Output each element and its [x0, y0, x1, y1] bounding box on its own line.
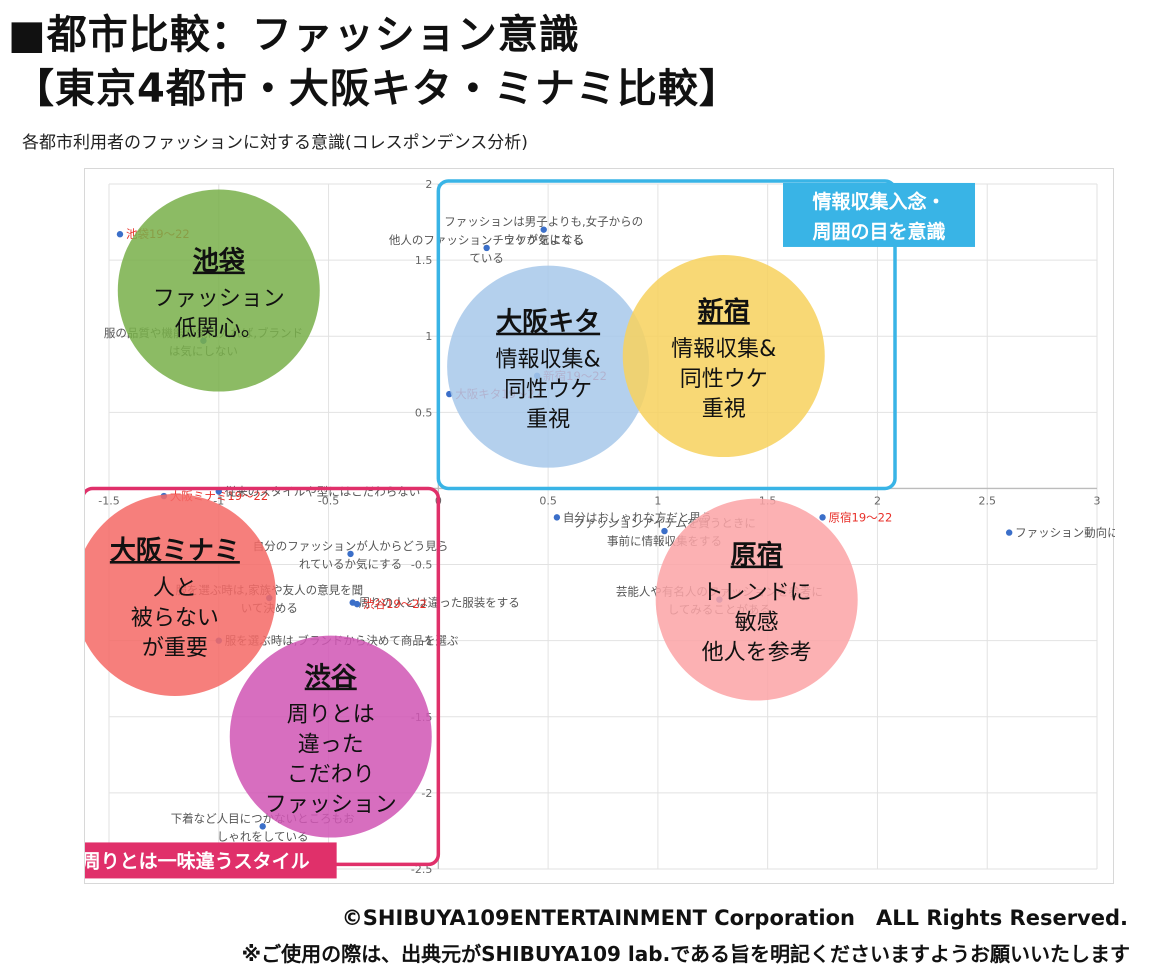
city-bubble [655, 498, 858, 701]
item-point-label: 他人のファッションチェックをよくし [389, 233, 585, 247]
region-tag [85, 842, 337, 879]
city-bubble-text: 違った [298, 733, 364, 758]
x-tick-label: 0.5 [539, 494, 557, 507]
page-title-line2: 【東京4都市・大阪キタ・ミナミ比較】 [14, 66, 740, 112]
city-bubble [229, 635, 432, 838]
chart-area: -1.5-1-0.500.511.522.5321.510.5-0.5-1-1.… [84, 168, 1115, 884]
item-point-label: 従来のスタイルや型にはこだわらない [225, 484, 421, 498]
x-tick-label: -1 [213, 494, 224, 507]
data-point [819, 514, 826, 521]
scatter-chart: -1.5-1-0.500.511.522.5321.510.5-0.5-1-1.… [85, 178, 1115, 879]
city-bubble-title: 原宿 [731, 540, 783, 571]
copyright-text: ©SHIBUYA109ENTERTAINMENT Corporation ALL… [341, 906, 1128, 930]
city-bubble-text: 低関心。 [175, 317, 263, 342]
y-tick-label: 1.5 [415, 254, 433, 267]
city-bubble-text: こだわり [287, 763, 375, 788]
city-bubble-title: 新宿 [698, 296, 750, 327]
data-point [661, 527, 668, 535]
y-tick-label: 2 [425, 178, 432, 191]
region-tag-label: 周囲の目を意識 [813, 220, 946, 243]
city-bubble-text: 被らない [131, 606, 219, 631]
city-bubble-text: 他人を参考 [702, 641, 812, 666]
region-box [436, 179, 897, 491]
item-point-label: ている [469, 251, 504, 265]
data-point [540, 226, 547, 233]
data-point [259, 823, 266, 830]
city-bubble [447, 265, 650, 468]
city-bubble [622, 255, 825, 458]
x-tick-label: 2 [874, 494, 881, 507]
y-tick-label: 1 [425, 330, 432, 343]
city-bubble-text: 重視 [526, 408, 570, 433]
x-tick-label: 3 [1094, 494, 1101, 507]
data-point [1005, 529, 1013, 536]
item-point-label: ウケが気になる [503, 233, 584, 247]
item-point-label: ファッションは男子よりも,女子からの [444, 215, 643, 229]
city-point-label: 原宿19～22 [829, 510, 893, 524]
y-tick-label: -1 [421, 635, 432, 648]
city-bubble-text: トレンドに [702, 581, 812, 606]
city-bubble [117, 189, 320, 392]
item-point-label: 自分のファッションが人からどう見ら [253, 539, 449, 553]
page-title: ■都市比較：ファッション意識 [8, 12, 580, 58]
chart-subtitle: 各都市利用者のファッションに対する意識(コレスポンデンス分析) [22, 133, 528, 153]
x-tick-label: -1.5 [98, 494, 119, 507]
city-bubble-text: 同性ウケ [680, 367, 768, 392]
region-tag [783, 182, 976, 247]
city-bubble-text: 人と [153, 576, 197, 601]
data-point [483, 244, 490, 252]
city-bubble [85, 494, 276, 696]
city-bubble-text: が重要 [142, 636, 208, 661]
region-tag-label: 周りとは一味違うスタイル [85, 849, 310, 872]
city-bubble-title: 大阪ミナミ [110, 536, 240, 566]
city-bubble-text: ファッション [265, 793, 397, 818]
x-tick-label: -0.5 [318, 494, 339, 507]
city-bubble-title: 大阪キタ [496, 308, 600, 338]
city-bubble-title: 渋谷 [305, 663, 358, 693]
usage-notice: ※ご使用の際は、出典元がSHIBUYA109 lab.である旨を明記くださいます… [241, 942, 1130, 966]
item-point-label: ファッション動向に敏感 [1015, 526, 1115, 540]
item-point-label: れているか気にする [299, 557, 402, 571]
city-bubble-text: 情報収集& [496, 348, 601, 373]
data-point [116, 231, 124, 238]
y-tick-label: -2 [421, 787, 432, 800]
region-tag-label: 情報収集入念・ [813, 190, 946, 213]
item-point-label: 自分はおしゃれな方だと思う [563, 510, 713, 524]
y-tick-label: -2.5 [411, 863, 432, 876]
y-tick-label: -0.5 [411, 559, 432, 572]
data-point [353, 600, 361, 608]
city-point-label: 渋谷19～22 [363, 597, 427, 611]
city-bubble-text: 敏感 [735, 611, 779, 636]
x-tick-label: 1 [654, 494, 661, 507]
city-bubble-text: ファッション [153, 287, 285, 312]
x-tick-label: 2.5 [978, 494, 996, 507]
city-bubble-text: 重視 [702, 397, 746, 422]
y-tick-label: 0.5 [415, 406, 433, 419]
city-bubble-text: 同性ウケ [504, 378, 592, 403]
data-point [347, 550, 354, 558]
city-bubble-title: 池袋 [193, 247, 246, 277]
item-point-label: しゃれをしている [217, 829, 309, 843]
city-bubble-text: 情報収集& [671, 337, 776, 362]
data-point [553, 514, 561, 521]
city-bubble-text: 周りとは [287, 703, 375, 728]
